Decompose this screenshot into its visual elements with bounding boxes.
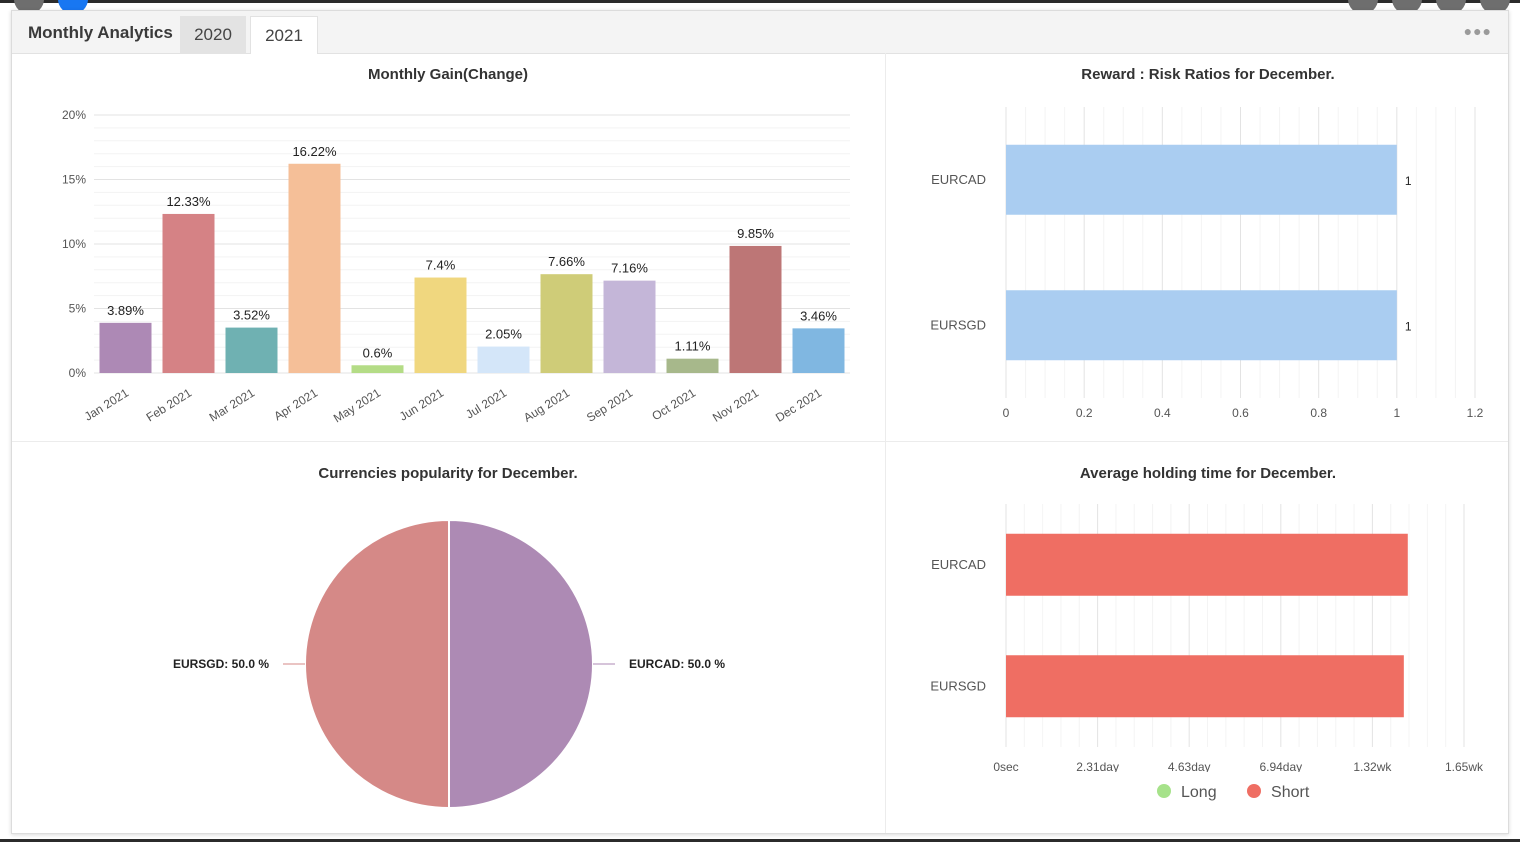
bar-sep-2021	[603, 280, 656, 373]
y-tick-label: 20%	[62, 108, 86, 122]
bar-aug-2021	[540, 274, 593, 373]
short-bar-eurcad	[1006, 533, 1408, 596]
data-label: 7.66%	[548, 254, 585, 269]
bar-oct-2021	[666, 358, 719, 373]
y-tick-label: 15%	[62, 173, 86, 187]
reward-bar-eursgd	[1006, 290, 1397, 361]
x-tick-label: 0.8	[1310, 406, 1327, 420]
chart-title: Reward : Risk Ratios for December.	[1081, 66, 1334, 83]
x-tick-label: Jun 2021	[397, 386, 447, 424]
pie-slice-eurcad	[448, 518, 594, 810]
bar-jan-2021	[99, 322, 152, 373]
y-tick-label: 5%	[69, 302, 87, 316]
pie-label: EURSGD: 50.0 %	[173, 657, 269, 671]
monthly-gain-chart: Monthly Gain(Change) 0% 5% 10% 15% 20% 3.89% Ja…	[62, 66, 850, 426]
x-tick-label: 0.2	[1076, 406, 1093, 420]
y-tick-label: 0%	[69, 366, 87, 380]
pie-slice-eursgd	[304, 518, 450, 810]
x-tick-label: Dec 2021	[773, 386, 824, 425]
x-tick-label: 1.65wk	[1445, 760, 1484, 772]
x-tick-label: 0	[1003, 406, 1010, 420]
bar-may-2021	[351, 365, 404, 373]
data-label: 1	[1405, 174, 1412, 188]
x-tick-label: Mar 2021	[207, 386, 258, 425]
x-tick-label: 0.4	[1154, 406, 1171, 420]
x-tick-label: Oct 2021	[649, 386, 698, 424]
data-label: 16.22%	[292, 144, 337, 159]
monthly-analytics-panel: Monthly Analytics 2020 2021 ●●● Monthly …	[11, 10, 1509, 834]
x-tick-label: Aug 2021	[521, 386, 572, 425]
x-tick-label: Jul 2021	[463, 386, 509, 422]
more-options-icon[interactable]: ●●●	[1463, 23, 1492, 39]
y-tick-label: EURSGD	[930, 317, 986, 332]
data-label: 9.85%	[737, 226, 774, 241]
legend-short-label: Short	[1271, 784, 1310, 801]
x-tick-label: 1.32wk	[1353, 760, 1392, 772]
x-tick-label: 2.31day	[1076, 760, 1119, 772]
top-edge	[0, 0, 1520, 3]
bar-mar-2021	[225, 327, 278, 373]
grid-divider-horizontal	[12, 441, 1508, 442]
legend-long-icon	[1157, 784, 1171, 798]
chart-title: Monthly Gain(Change)	[368, 66, 528, 83]
y-tick-label: EURCAD	[931, 172, 986, 187]
bar-dec-2021	[792, 328, 845, 373]
currencies-pie-chart: Currencies popularity for December. EURCA…	[173, 465, 725, 810]
holding-time-chart: Average holding time for December. 0sec 2.…	[930, 465, 1484, 772]
data-label: 7.16%	[611, 261, 648, 276]
data-label: 0.6%	[363, 345, 393, 360]
x-tick-label: May 2021	[331, 386, 383, 426]
bar-jul-2021	[477, 346, 530, 373]
tab-2020[interactable]: 2020	[180, 16, 246, 54]
chart-title: Average holding time for December.	[1080, 465, 1336, 482]
chart-title: Currencies popularity for December.	[318, 465, 577, 482]
x-tick-label: 6.94day	[1259, 760, 1302, 772]
short-bar-eursgd	[1006, 655, 1404, 718]
bar-nov-2021	[729, 245, 782, 373]
x-tick-label: 0.6	[1232, 406, 1249, 420]
data-label: 3.52%	[233, 308, 270, 323]
data-label: 3.46%	[800, 308, 837, 323]
data-label: 7.4%	[426, 258, 456, 273]
panel-title: Monthly Analytics	[28, 23, 173, 42]
data-label: 12.33%	[166, 194, 211, 209]
data-label: 1	[1405, 319, 1412, 333]
holding-legend: Long Short	[1157, 784, 1335, 802]
bar-apr-2021	[288, 163, 341, 373]
pie-label: EURCAD: 50.0 %	[629, 657, 725, 671]
x-tick-label: Nov 2021	[710, 386, 761, 425]
bar-jun-2021	[414, 277, 467, 373]
bar-feb-2021	[162, 213, 215, 373]
legend-long-label: Long	[1181, 784, 1217, 801]
data-label: 2.05%	[485, 327, 522, 342]
x-tick-label: Apr 2021	[271, 385, 320, 423]
data-label: 3.89%	[107, 303, 144, 318]
y-tick-label: EURSGD	[930, 678, 986, 693]
reward-bar-eurcad	[1006, 144, 1397, 215]
legend-long[interactable]: Long	[1157, 784, 1217, 802]
reward-risk-chart: Reward : Risk Ratios for December. 0 0.2 0.…	[930, 66, 1484, 420]
bottom-edge	[0, 839, 1520, 842]
x-tick-label: Sep 2021	[584, 386, 635, 425]
legend-short[interactable]: Short	[1247, 784, 1309, 802]
x-tick-label: 1.2	[1467, 406, 1484, 420]
y-tick-label: 10%	[62, 237, 86, 251]
legend-short-icon	[1247, 784, 1262, 798]
tab-2021[interactable]: 2021	[250, 16, 318, 54]
x-tick-label: 0sec	[993, 760, 1018, 772]
data-label: 1.11%	[675, 339, 711, 354]
panel-header: Monthly Analytics 2020 2021 ●●●	[12, 11, 1508, 54]
x-tick-label: Feb 2021	[144, 386, 195, 425]
x-tick-label: Jan 2021	[82, 386, 132, 424]
y-tick-label: EURCAD	[931, 557, 986, 572]
x-tick-label: 1	[1393, 406, 1400, 420]
grid-divider-vertical	[885, 53, 886, 833]
x-tick-label: 4.63day	[1168, 760, 1211, 772]
